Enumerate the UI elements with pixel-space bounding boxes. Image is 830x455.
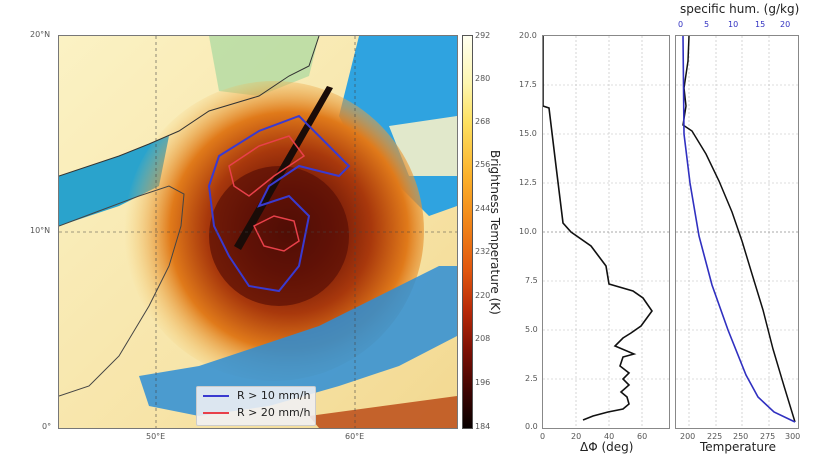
lon-tick-60e: 60°E bbox=[345, 432, 365, 441]
y-tick: 2.5 bbox=[525, 374, 538, 383]
delta-phi-profile bbox=[542, 35, 670, 429]
cbar-tick: 268 bbox=[475, 117, 491, 126]
cbar-tick: 292 bbox=[475, 31, 491, 40]
y-tick: 17.5 bbox=[519, 80, 537, 89]
y-tick: 15.0 bbox=[519, 129, 537, 138]
top-tick: 10 bbox=[728, 20, 739, 29]
colorbar bbox=[462, 35, 473, 429]
legend-line-red-icon bbox=[203, 411, 229, 414]
legend-label: R > 20 mm/h bbox=[237, 406, 311, 419]
y-tick: 0.0 bbox=[525, 422, 538, 431]
x-tick: 200 bbox=[680, 432, 696, 441]
lat-tick-10n: 10°N bbox=[30, 226, 51, 235]
lat-tick-0: 0° bbox=[42, 422, 52, 431]
lon-tick-50e: 50°E bbox=[146, 432, 166, 441]
top-tick: 20 bbox=[780, 20, 791, 29]
top-tick: 15 bbox=[755, 20, 766, 29]
y-tick: 7.5 bbox=[525, 276, 538, 285]
x-axis-label: Temperature bbox=[700, 440, 777, 454]
cbar-tick: 256 bbox=[475, 160, 491, 169]
temperature-humidity-profile bbox=[675, 35, 799, 429]
x-tick: 300 bbox=[785, 432, 801, 441]
y-tick: 10.0 bbox=[519, 227, 537, 236]
temp-hum-plot bbox=[676, 36, 798, 428]
cbar-tick: 232 bbox=[475, 247, 491, 256]
x-tick: 20 bbox=[571, 432, 582, 441]
y-tick: 5.0 bbox=[525, 325, 538, 334]
cbar-tick: 220 bbox=[475, 291, 491, 300]
legend-item-r20: R > 20 mm/h bbox=[197, 404, 315, 421]
map-image bbox=[59, 36, 457, 428]
y-tick: 20.0 bbox=[519, 31, 537, 40]
top-tick: 5 bbox=[704, 20, 710, 29]
x-tick: 275 bbox=[760, 432, 776, 441]
cbar-tick: 208 bbox=[475, 334, 491, 343]
delta-phi-plot bbox=[543, 36, 669, 428]
y-tick: 12.5 bbox=[519, 178, 537, 187]
cbar-tick: 184 bbox=[475, 422, 491, 431]
x-tick: 0 bbox=[540, 432, 546, 441]
legend-line-blue-icon bbox=[203, 394, 229, 397]
x-tick: 225 bbox=[707, 432, 723, 441]
top-tick: 0 bbox=[678, 20, 684, 29]
cbar-tick: 280 bbox=[475, 74, 491, 83]
top-axis-label: specific hum. (g/kg) bbox=[680, 2, 800, 16]
x-tick: 250 bbox=[733, 432, 749, 441]
legend-label: R > 10 mm/h bbox=[237, 389, 311, 402]
x-tick: 40 bbox=[604, 432, 615, 441]
x-tick: 60 bbox=[637, 432, 648, 441]
x-axis-label: ΔΦ (deg) bbox=[580, 440, 634, 454]
map-legend: R > 10 mm/h R > 20 mm/h bbox=[196, 386, 316, 426]
colorbar-label: Brightness Temperature (K) bbox=[488, 150, 502, 315]
satellite-map: R > 10 mm/h R > 20 mm/h bbox=[58, 35, 458, 429]
cbar-tick: 244 bbox=[475, 204, 491, 213]
legend-item-r10: R > 10 mm/h bbox=[197, 387, 315, 404]
lat-tick-20n: 20°N bbox=[30, 30, 51, 39]
cbar-tick: 196 bbox=[475, 378, 491, 387]
